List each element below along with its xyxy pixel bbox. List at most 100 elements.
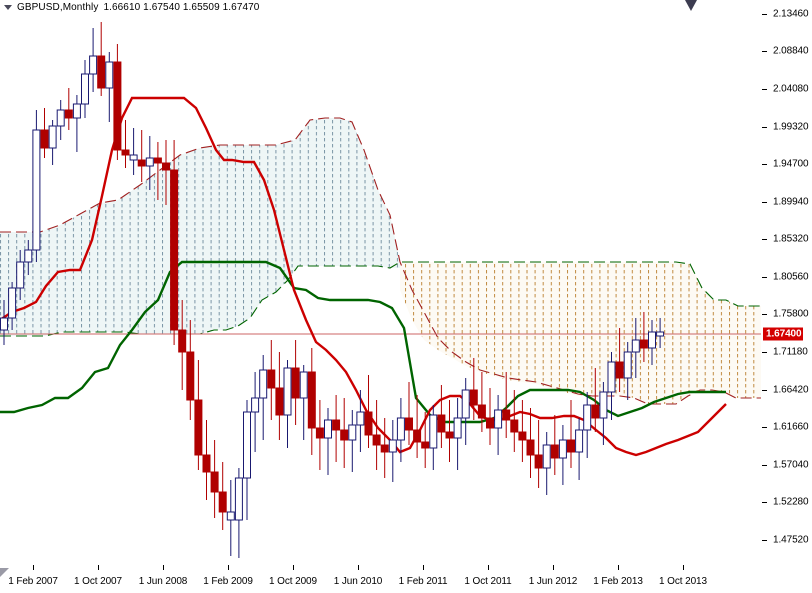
candle-body [453,417,462,439]
candle-body [372,434,381,446]
candle-body [364,411,373,436]
time-axis-tick [293,565,294,570]
price-axis-tick [762,502,767,503]
price-axis-label: 1.94700 [773,158,809,170]
candle-body [656,331,665,337]
price-axis-label: 1.57040 [773,459,809,471]
price-axis-tick [762,239,767,240]
price-axis-label: 1.52280 [773,496,809,508]
candle-body [315,427,324,439]
candle-body [413,429,422,443]
time-axis-tick [163,565,164,570]
candle-body [631,339,640,353]
candle-body [89,55,98,75]
candle-body [8,287,17,319]
price-axis-tick [762,277,767,278]
price-axis-label: 1.71180 [773,346,808,358]
candle-body [40,129,49,149]
price-axis-tick [762,465,767,466]
candle-body [56,109,65,127]
price-axis-tick [762,390,767,391]
candle-body [64,109,73,119]
candle-body [218,491,227,513]
senkou-span-a-line [0,261,761,337]
candle-body [356,411,365,426]
price-axis-label: 2.13460 [773,8,809,20]
ichimoku-cloud-bearish [400,262,761,404]
candle-body [388,439,397,453]
price-axis-tick [762,314,767,315]
time-axis-label: 1 Feb 2007 [8,576,58,587]
candle-body [259,369,268,399]
candle-body [510,419,519,433]
candle-body [162,162,170,171]
candle-body [48,125,57,149]
candle-body [348,424,357,441]
symbol-period-label: GBPUSD,Monthly [17,2,99,13]
candle-body [202,454,211,473]
candle-body [16,261,25,289]
candle-body [396,417,405,441]
time-axis-label: 1 Feb 2011 [398,576,448,587]
candle-body [494,409,503,429]
price-axis-label: 2.08840 [773,45,809,57]
candle-body [137,159,146,167]
candle-body [129,154,138,161]
chart-header: GBPUSD,Monthly 1.66610 1.67540 1.65509 1… [0,0,812,15]
candle-body [0,317,8,331]
candle-body [299,371,308,399]
candle-body [445,431,454,439]
price-axis-tick [762,127,767,128]
candle-body [105,61,114,89]
candle-body [534,454,543,469]
candle-body [567,439,575,453]
price-axis-label: 2.04080 [773,83,809,95]
candle-body [324,419,332,439]
chart-plot-area[interactable] [0,0,761,564]
candle-body [542,444,551,469]
price-axis-label: 1.61660 [773,421,809,433]
time-axis-label: 1 Oct 2009 [269,576,317,587]
chart-canvas [0,22,761,558]
mouse-cursor-icon [685,0,697,11]
time-axis-tick [488,565,489,570]
time-axis-tick [553,565,554,570]
time-axis-label: 1 Feb 2009 [203,576,253,587]
candle-body [429,414,438,449]
price-axis-tick [762,51,767,52]
scroll-indicator-triangle[interactable] [0,568,9,577]
candle-body [518,431,527,441]
ichimoku-cloud-bullish [0,118,400,336]
candle-body [24,249,33,263]
candle-body [32,129,41,251]
price-axis-tick [762,352,767,353]
candle-body [267,369,276,389]
time-axis-tick [423,565,424,570]
candle-body [121,149,130,156]
candle-body [599,391,608,419]
candle-body [113,61,122,151]
candle-body [178,329,187,353]
time-axis-tick [33,565,34,570]
time-axis[interactable]: 1 Feb 2007 1 Oct 2007 1 Jun 2008 1 Feb 2009… [0,565,761,593]
candle-body [421,441,430,449]
candle-body [194,399,203,456]
candle-body [291,367,300,399]
candle-body [591,404,600,419]
candle-body [243,411,251,479]
price-axis[interactable]: 1.67400 2.13460 2.08840 2.04080 1.99320 1.94… [762,0,812,564]
price-axis-tick [762,89,767,90]
chevron-down-icon[interactable] [4,5,12,10]
candle-body [405,417,413,431]
candle-body [234,477,243,521]
candle-body [607,361,616,393]
candle-body [97,55,106,89]
candle-body [623,351,632,379]
price-axis-tick [762,202,767,203]
candle-body [558,439,567,459]
candle-body [332,419,341,431]
candle-body [186,351,195,401]
candle-body [81,73,89,105]
candle-body [437,414,446,433]
time-axis-label: 1 Feb 2013 [593,576,643,587]
